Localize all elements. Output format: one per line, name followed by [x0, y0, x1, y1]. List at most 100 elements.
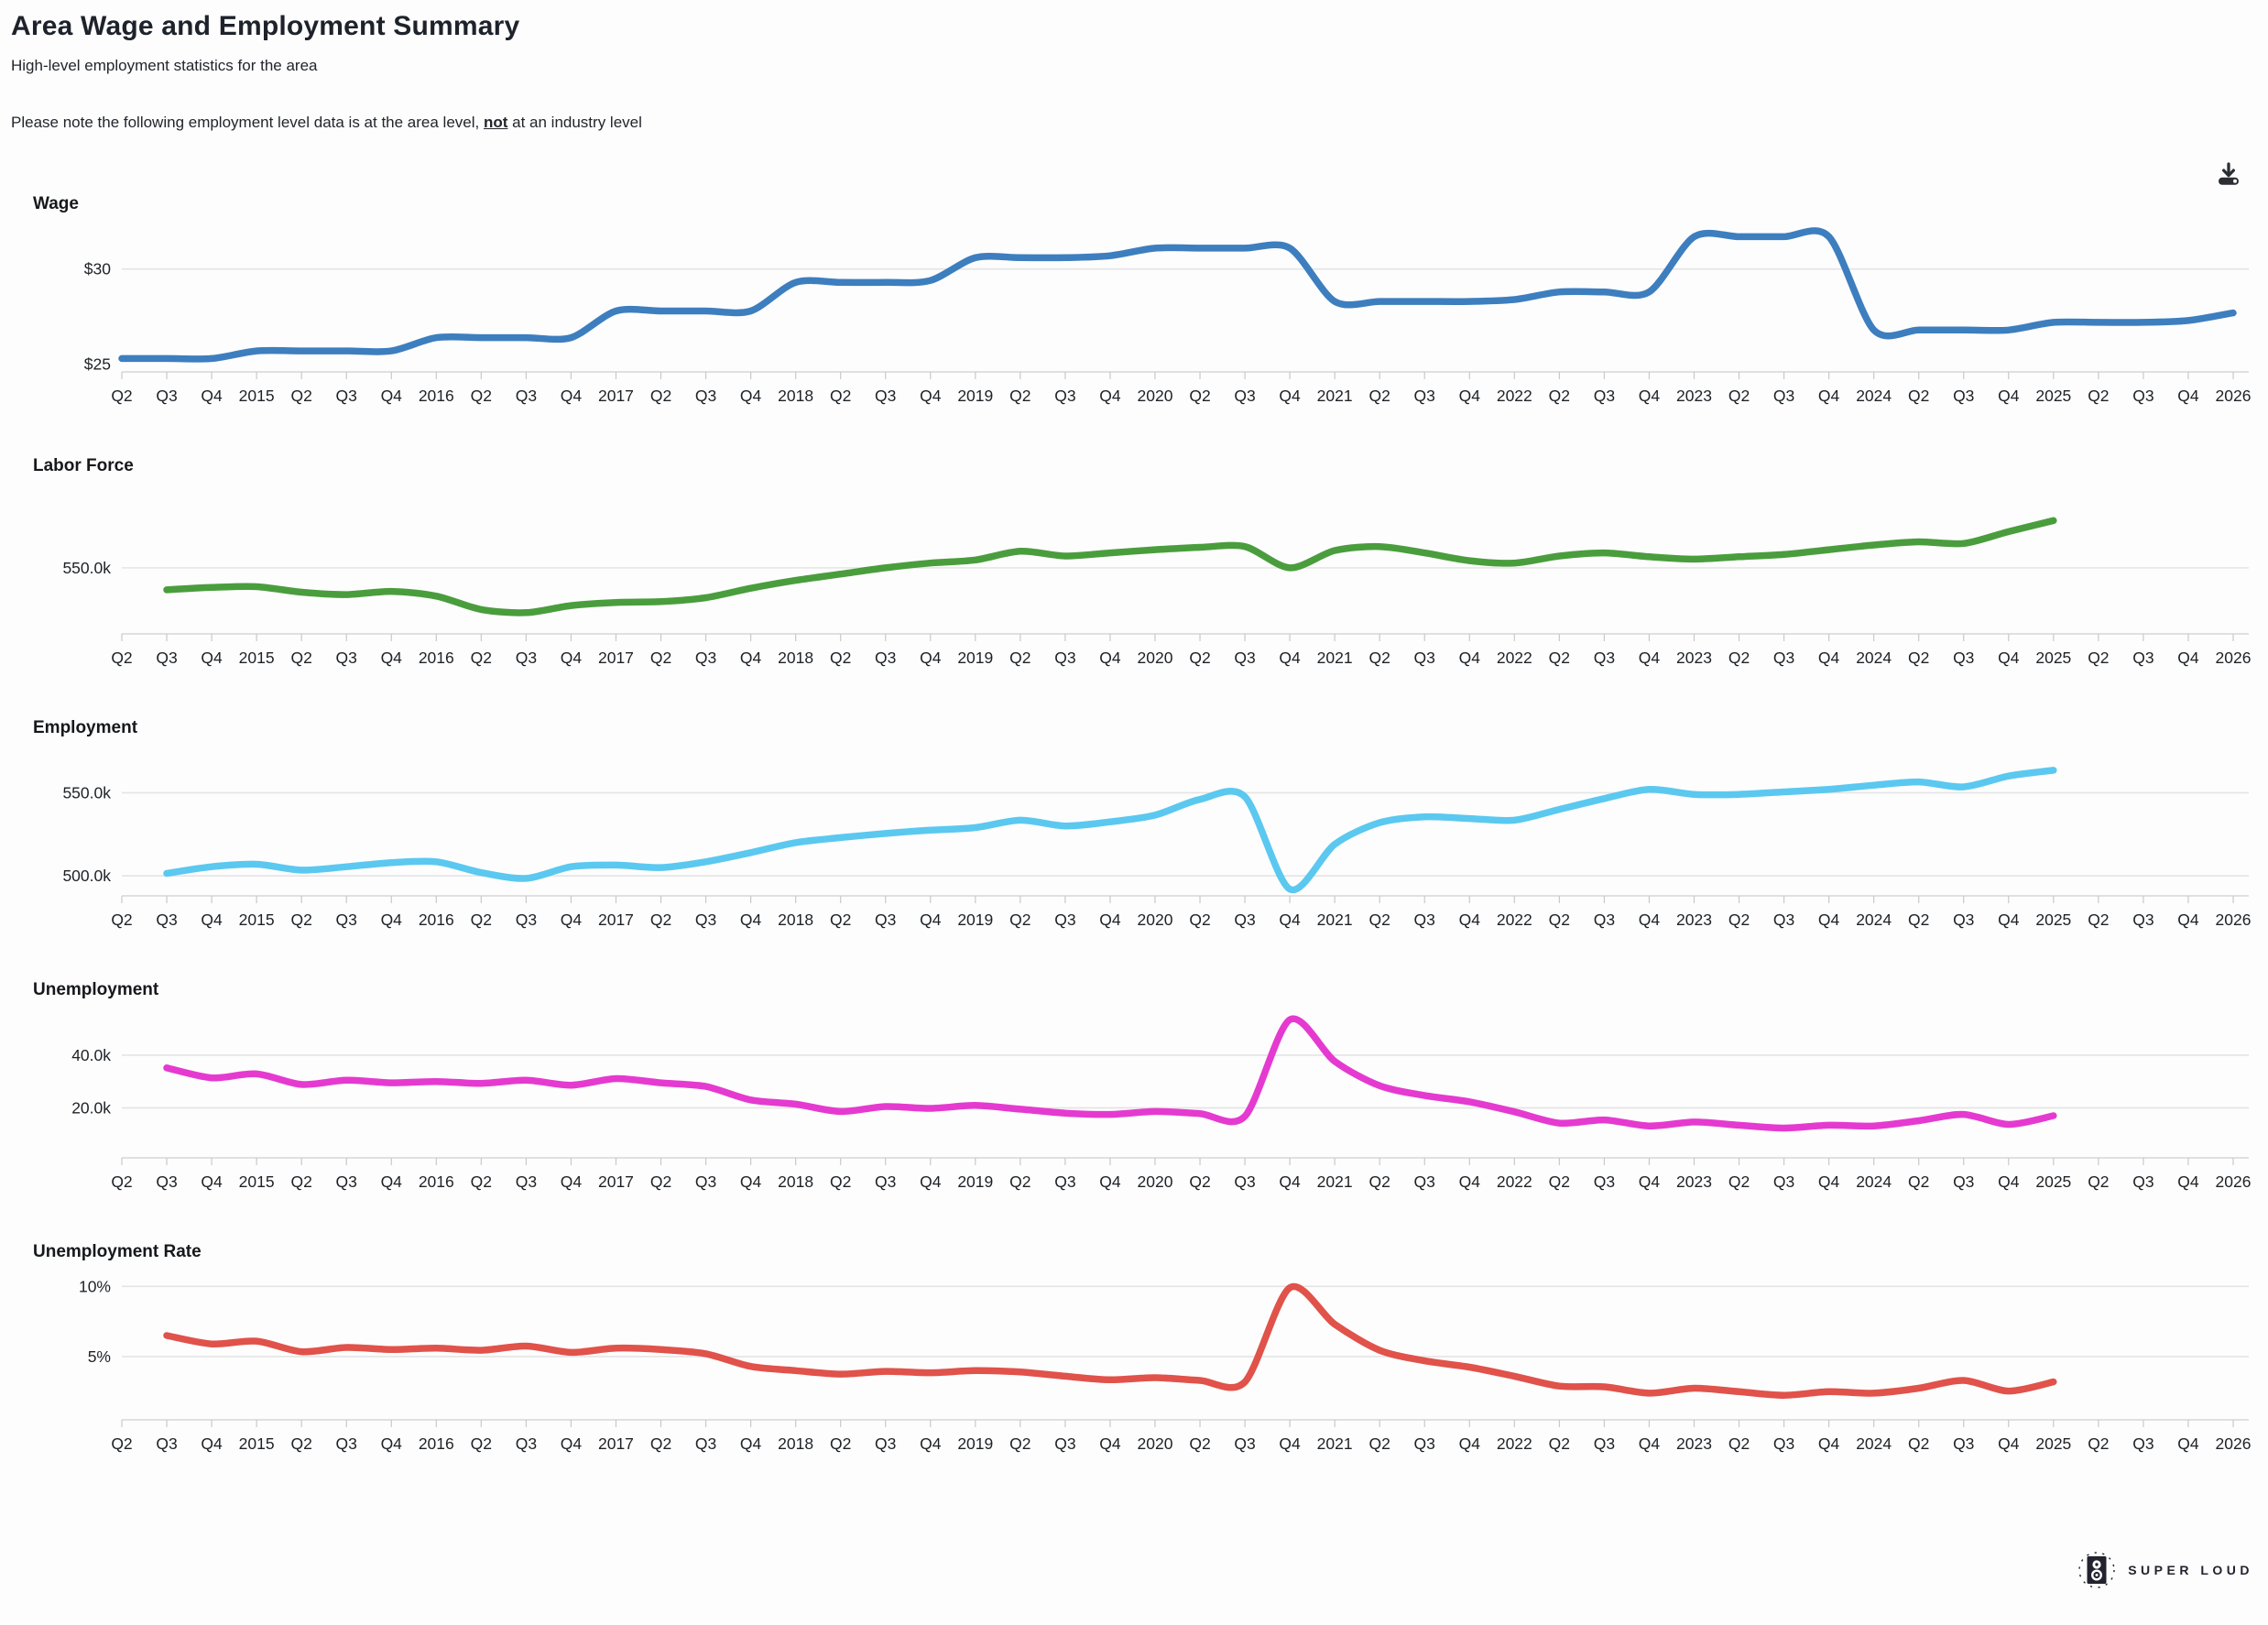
x-tick-label: Q3	[1234, 1172, 1255, 1191]
x-tick-label: Q2	[111, 387, 132, 405]
speaker-icon	[2078, 1552, 2115, 1588]
x-tick-label: Q3	[1234, 649, 1255, 667]
x-tick-label: Q3	[2132, 1172, 2154, 1191]
x-tick-label: Q4	[561, 649, 583, 667]
x-tick-label: Q3	[336, 387, 357, 405]
x-tick-label: Q3	[1773, 1172, 1794, 1191]
x-tick-label: 2019	[957, 1434, 993, 1453]
x-tick-label: 2020	[1138, 387, 1173, 405]
x-tick-label: Q4	[740, 649, 762, 667]
x-tick-label: Q4	[1459, 387, 1481, 405]
plot-area: 40.0k 20.0k Q2 Q3 Q4 2015 Q2 Q3 Q4 2016 Q2 Q3 Q4 2017…	[71, 1015, 2252, 1191]
x-tick-label: Q3	[1054, 911, 1075, 929]
x-tick-label: 2024	[1856, 649, 1892, 667]
x-tick-label: Q3	[1054, 1434, 1075, 1453]
x-tick-label: Q2	[2088, 911, 2109, 929]
x-tick-label: 2022	[1497, 1434, 1532, 1453]
x-tick-label: Q2	[830, 649, 851, 667]
x-tick-label: Q4	[740, 1434, 762, 1453]
x-tick-label: Q4	[1818, 387, 1840, 405]
x-tick-label: Q3	[2132, 387, 2154, 405]
x-tick-label: Q3	[1594, 911, 1615, 929]
chart-title-employment: Employment	[33, 718, 138, 737]
x-tick-label: Q4	[1998, 1172, 2020, 1191]
x-tick-label: 2026	[2216, 1434, 2252, 1453]
x-tick-label: Q2	[1549, 911, 1570, 929]
x-tick-label: Q2	[1369, 911, 1390, 929]
x-tick-label: Q2	[830, 1434, 851, 1453]
x-tick-label: Q4	[1818, 649, 1840, 667]
x-tick-label: Q3	[516, 387, 537, 405]
line-series	[118, 227, 2237, 363]
x-tick-label: Q4	[1099, 387, 1121, 405]
x-tick-label: Q2	[1369, 1434, 1390, 1453]
x-tick-label: Q4	[201, 387, 223, 405]
x-tick-label: Q4	[1459, 1434, 1481, 1453]
x-tick-label: Q3	[2132, 911, 2154, 929]
x-tick-label: Q4	[1279, 387, 1301, 405]
x-tick-label: Q2	[650, 1434, 671, 1453]
x-tick-label: 2018	[778, 911, 813, 929]
x-tick-label: 2023	[1676, 911, 1712, 929]
x-tick-label: Q3	[1054, 387, 1075, 405]
x-tick-label: 2016	[419, 387, 454, 405]
page-title: Area Wage and Employment Summary	[11, 11, 520, 41]
x-tick-label: 2022	[1497, 911, 1532, 929]
x-tick-label: Q2	[1549, 387, 1570, 405]
x-tick-label: Q4	[2177, 649, 2199, 667]
x-tick-label: Q2	[830, 911, 851, 929]
x-tick-label: 2026	[2216, 1172, 2252, 1191]
x-tick-label: Q4	[2177, 911, 2199, 929]
x-tick-label: 2023	[1676, 649, 1712, 667]
x-tick-label: 2024	[1856, 1172, 1892, 1191]
chart-wage: Wage $30 $25 Q2 Q3 Q4 2015 Q2 Q3 Q4 2016 Q2 Q3 Q4 201…	[0, 194, 2268, 429]
x-tick-label: Q2	[1908, 1434, 1929, 1453]
x-tick-label: Q4	[201, 1434, 223, 1453]
x-tick-label: Q3	[1594, 1434, 1615, 1453]
x-tick-label: 2017	[598, 911, 634, 929]
x-tick-label: Q4	[381, 911, 403, 929]
x-tick-label: Q2	[1728, 387, 1750, 405]
x-tick-label: Q3	[1953, 387, 1974, 405]
x-tick-label: Q2	[1908, 387, 1929, 405]
x-tick-label: Q2	[290, 1434, 311, 1453]
x-tick-label: Q2	[650, 649, 671, 667]
x-tick-label: 2023	[1676, 1434, 1712, 1453]
x-tick-label: Q3	[516, 1434, 537, 1453]
x-tick-label: Q4	[1279, 649, 1301, 667]
x-tick-label: Q4	[2177, 1434, 2199, 1453]
x-tick-label: Q2	[1908, 649, 1929, 667]
x-tick-label: Q3	[1414, 649, 1435, 667]
x-tick-label: Q4	[1279, 1434, 1301, 1453]
x-tick-label: Q3	[1054, 649, 1075, 667]
x-tick-label: 2015	[239, 911, 275, 929]
x-tick-label: Q2	[1369, 387, 1390, 405]
line-series	[163, 1015, 2057, 1132]
x-tick-label: Q2	[650, 1172, 671, 1191]
x-tick-label: Q3	[156, 1434, 177, 1453]
note-text-suffix: at an industry level	[507, 114, 642, 131]
x-tick-label: Q4	[1459, 1172, 1481, 1191]
x-tick-label: Q2	[650, 911, 671, 929]
x-tick-label: Q4	[381, 1434, 403, 1453]
x-tick-label: 2015	[239, 387, 275, 405]
x-tick-label: Q2	[2088, 387, 2109, 405]
x-tick-label: Q3	[336, 911, 357, 929]
page-subtitle: High-level employment statistics for the…	[11, 57, 318, 74]
x-tick-label: Q2	[1908, 911, 1929, 929]
x-tick-label: Q3	[875, 387, 896, 405]
x-tick-label: Q4	[1639, 911, 1661, 929]
x-tick-label: Q4	[201, 911, 223, 929]
note-text: Please note the following employment lev…	[11, 114, 484, 131]
x-tick-label: Q2	[471, 1172, 492, 1191]
x-tick-label: 2015	[239, 1172, 275, 1191]
chart-title-unemployment-rate: Unemployment Rate	[33, 1242, 202, 1261]
y-axis-label: 20.0k	[71, 1098, 111, 1117]
x-tick-label: 2021	[1317, 911, 1353, 929]
download-button[interactable]	[2213, 158, 2244, 190]
x-tick-label: Q3	[1414, 911, 1435, 929]
x-tick-label: 2026	[2216, 387, 2252, 405]
y-axis-label: 10%	[79, 1277, 111, 1295]
x-tick-label: Q3	[1953, 911, 1974, 929]
